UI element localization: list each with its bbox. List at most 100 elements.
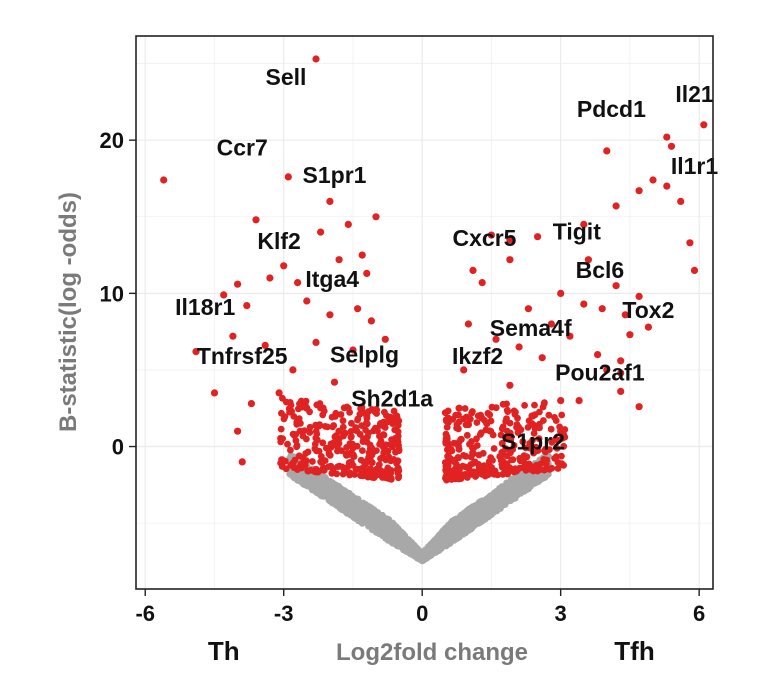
point-significant xyxy=(365,429,372,437)
point-highlighted xyxy=(515,343,523,351)
plot-frame xyxy=(135,35,714,590)
point-significant xyxy=(339,417,347,425)
x-tick-label: 6 xyxy=(693,601,705,626)
point-significant xyxy=(358,404,366,412)
point-significant xyxy=(295,463,303,471)
point-highlighted xyxy=(478,279,486,287)
point-highlighted xyxy=(557,289,565,297)
point-significant xyxy=(522,444,530,452)
point-significant xyxy=(330,422,338,429)
point-significant xyxy=(302,397,310,405)
point-background xyxy=(466,512,473,520)
point-highlighted xyxy=(234,280,242,288)
point-significant xyxy=(359,447,366,454)
point-background xyxy=(354,499,362,507)
point-background xyxy=(452,527,460,534)
point-significant xyxy=(536,466,544,473)
point-significant xyxy=(328,413,336,421)
point-significant xyxy=(284,440,291,448)
point-highlighted xyxy=(524,305,533,313)
point-significant xyxy=(486,427,493,435)
point-significant xyxy=(551,455,558,462)
point-background xyxy=(298,470,305,478)
point-highlighted xyxy=(312,55,320,63)
gene-label-tox2: Tox2 xyxy=(622,297,674,323)
point-significant xyxy=(540,400,548,408)
point-significant xyxy=(337,411,345,418)
point-significant xyxy=(443,423,451,431)
point-highlighted xyxy=(617,357,625,365)
point-background xyxy=(470,508,477,516)
point-highlighted xyxy=(621,311,629,319)
group-label-tfh: Tfh xyxy=(614,636,654,666)
point-background xyxy=(462,524,470,532)
gene-label-selplg: Selplg xyxy=(330,341,399,367)
point-background xyxy=(363,503,370,510)
point-significant xyxy=(500,451,507,458)
gene-label-klf2: Klf2 xyxy=(257,228,300,254)
y-tick-label: 20 xyxy=(100,128,124,153)
point-significant xyxy=(560,442,568,450)
point-highlighted xyxy=(506,256,514,264)
point-background xyxy=(494,502,502,510)
point-significant xyxy=(473,419,481,426)
point-significant xyxy=(297,419,304,427)
point-significant xyxy=(536,408,543,416)
point-significant xyxy=(394,428,402,435)
point-significant xyxy=(514,414,521,422)
point-significant xyxy=(448,475,456,482)
point-highlighted xyxy=(303,404,311,412)
point-background xyxy=(506,492,514,500)
point-significant xyxy=(548,464,556,472)
grid-lines xyxy=(136,36,713,589)
point-highlighted xyxy=(612,202,620,210)
gene-label-sema4f: Sema4f xyxy=(490,315,572,341)
point-significant xyxy=(330,439,338,446)
point-background xyxy=(442,524,449,532)
point-highlighted xyxy=(284,173,292,181)
point-significant xyxy=(306,423,314,431)
point-significant xyxy=(395,472,403,480)
point-highlighted xyxy=(538,354,546,362)
point-significant xyxy=(346,408,353,416)
point-highlighted xyxy=(326,311,334,319)
point-significant xyxy=(468,470,476,478)
y-axis-title: B-statistic(log -odds) xyxy=(55,192,82,432)
point-significant xyxy=(354,416,361,424)
gene-label-ikzf2: Ikzf2 xyxy=(452,343,503,369)
x-axis-title: Log2fold change xyxy=(336,639,528,666)
point-significant xyxy=(346,440,354,447)
y-tick-label: 0 xyxy=(112,435,124,460)
point-significant xyxy=(367,457,375,465)
plot-background xyxy=(136,36,713,589)
point-background xyxy=(347,504,354,512)
point-significant xyxy=(443,433,451,441)
point-background xyxy=(386,526,393,534)
point-highlighted xyxy=(354,305,362,313)
point-significant xyxy=(374,470,381,478)
point-highlighted xyxy=(243,302,251,310)
point-background xyxy=(415,555,422,562)
point-significant xyxy=(486,411,494,419)
point-significant xyxy=(465,421,472,429)
point-significant xyxy=(279,435,286,442)
point-highlighted xyxy=(644,323,653,331)
point-highlighted xyxy=(469,266,477,274)
point-highlighted xyxy=(344,220,352,228)
point-highlighted xyxy=(635,187,643,195)
point-highlighted xyxy=(303,297,311,305)
point-background xyxy=(332,498,340,505)
point-significant xyxy=(392,448,399,456)
point-significant xyxy=(453,421,461,428)
point-highlighted xyxy=(603,147,611,155)
point-significant xyxy=(320,407,328,415)
point-highlighted xyxy=(358,251,366,259)
point-significant xyxy=(547,425,555,433)
point-background xyxy=(337,502,345,510)
point-highlighted xyxy=(455,404,463,412)
point-significant xyxy=(510,442,518,449)
point-significant xyxy=(541,447,548,454)
point-significant xyxy=(457,436,465,443)
point-significant xyxy=(362,458,370,465)
group-label-th: Th xyxy=(208,636,240,666)
